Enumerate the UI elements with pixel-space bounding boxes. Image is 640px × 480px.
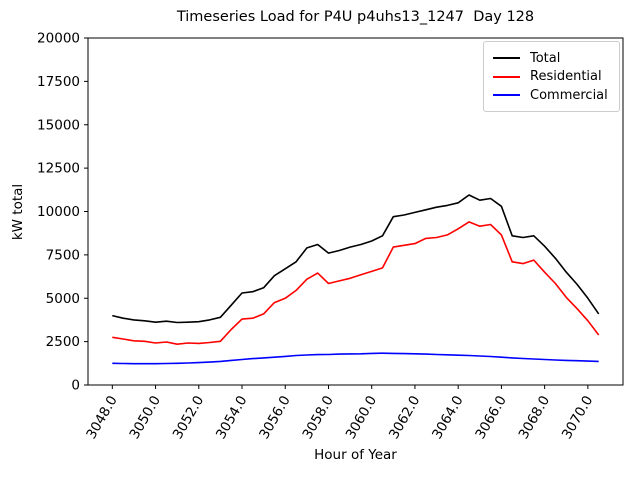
y-tick-label: 12500 [37, 161, 80, 177]
series-line-commercial [112, 352, 599, 365]
legend-item-commercial: Commercial [493, 86, 611, 104]
x-tick-label: 3060.0 [343, 393, 380, 442]
x-tick-label: 3048.0 [83, 393, 120, 442]
y-tick-label: 5000 [46, 291, 80, 307]
x-tick-label: 3054.0 [213, 393, 250, 442]
y-tick-label: 2500 [46, 334, 80, 350]
y-axis-title: kW total [10, 183, 26, 241]
x-tick-label: 3066.0 [472, 393, 509, 442]
x-tick-label: 3062.0 [386, 393, 423, 442]
legend-item-residential: Residential [493, 68, 611, 86]
series-line-residential [112, 221, 600, 346]
y-tick-label: 17500 [37, 74, 80, 90]
residential-line-swatch [493, 75, 520, 78]
x-tick-label: 3070.0 [559, 393, 596, 442]
y-tick-label: 7500 [46, 247, 80, 263]
x-tick-label: 3058.0 [299, 393, 336, 442]
legend-label-total: Total [530, 50, 561, 66]
series-line-total [112, 194, 600, 324]
x-tick-label: 3056.0 [256, 393, 293, 442]
y-tick-label: 20000 [37, 31, 80, 47]
legend: Total Residential Commercial [483, 41, 620, 112]
y-tick-label: 0 [71, 378, 80, 394]
x-axis-title: Hour of Year [314, 447, 397, 463]
y-tick-label: 10000 [37, 204, 80, 220]
x-tick-label: 3052.0 [170, 393, 207, 442]
legend-label-commercial: Commercial [530, 87, 608, 103]
commercial-line-swatch [493, 94, 520, 96]
chart-title: Timeseries Load for P4U p4uhs13_1247 Day… [176, 9, 535, 25]
x-tick-label: 3064.0 [429, 393, 466, 442]
y-tick-label: 15000 [37, 117, 80, 133]
legend-item-total: Total [493, 49, 611, 67]
total-line-swatch [493, 57, 520, 59]
x-tick-label: 3068.0 [516, 393, 553, 442]
x-tick-label: 3050.0 [127, 393, 164, 442]
legend-label-residential: Residential [530, 69, 602, 84]
